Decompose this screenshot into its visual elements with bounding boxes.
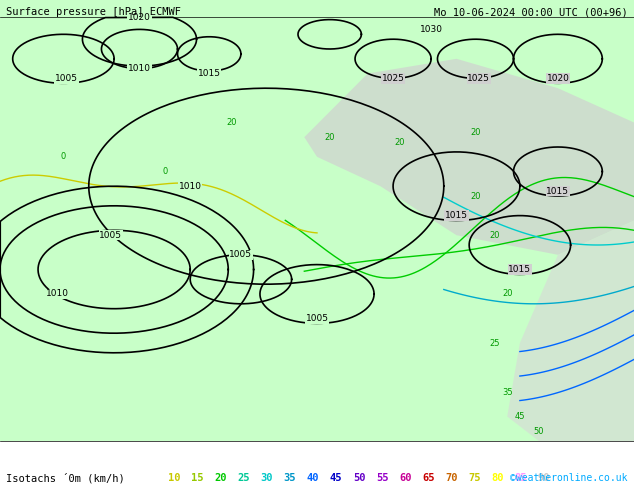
Text: 0: 0 [162, 167, 167, 176]
Text: Surface pressure [hPa] ECMWF: Surface pressure [hPa] ECMWF [6, 7, 181, 17]
Text: 1025: 1025 [467, 74, 490, 83]
Text: 1015: 1015 [445, 211, 468, 220]
Text: 80: 80 [492, 473, 504, 483]
Text: 50: 50 [353, 473, 365, 483]
Text: 1030: 1030 [420, 25, 443, 34]
Text: 90: 90 [538, 473, 550, 483]
Text: 1005: 1005 [55, 74, 78, 83]
Text: 1005: 1005 [100, 231, 122, 240]
Text: 15: 15 [191, 473, 204, 483]
Text: 40: 40 [307, 473, 320, 483]
Text: 70: 70 [446, 473, 458, 483]
Text: 25: 25 [489, 339, 500, 347]
Text: 35: 35 [502, 388, 512, 396]
Text: 20: 20 [226, 118, 236, 127]
Text: 30: 30 [261, 473, 273, 483]
Text: 60: 60 [399, 473, 411, 483]
Text: ©weatheronline.co.uk: ©weatheronline.co.uk [510, 473, 628, 483]
Text: 1005: 1005 [306, 314, 328, 323]
Text: Mo 10-06-2024 00:00 UTC (00+96): Mo 10-06-2024 00:00 UTC (00+96) [434, 7, 628, 17]
Text: 1010: 1010 [128, 64, 151, 73]
Text: 20: 20 [489, 231, 500, 240]
Text: 20: 20 [394, 138, 404, 147]
Text: 1015: 1015 [198, 69, 221, 78]
Text: 1010: 1010 [179, 182, 202, 191]
Text: 45: 45 [330, 473, 342, 483]
Text: 20: 20 [470, 128, 481, 137]
FancyBboxPatch shape [0, 441, 634, 490]
Text: 20: 20 [214, 473, 227, 483]
Text: 1020: 1020 [128, 13, 151, 22]
Text: 10: 10 [168, 473, 181, 483]
Text: Isotachs ´0m (km/h): Isotachs ´0m (km/h) [6, 472, 125, 483]
Text: 65: 65 [422, 473, 435, 483]
Text: 1025: 1025 [382, 74, 404, 83]
Text: 25: 25 [237, 473, 250, 483]
Text: 1020: 1020 [547, 74, 569, 83]
Text: 55: 55 [376, 473, 389, 483]
Text: 85: 85 [515, 473, 527, 483]
Text: 1015: 1015 [547, 187, 569, 196]
Text: 1010: 1010 [46, 290, 68, 298]
Text: 20: 20 [502, 290, 512, 298]
Polygon shape [304, 59, 634, 255]
Text: 20: 20 [325, 133, 335, 142]
Text: 35: 35 [283, 473, 296, 483]
Text: 1005: 1005 [230, 250, 252, 259]
Text: 0: 0 [61, 152, 66, 161]
Text: 75: 75 [469, 473, 481, 483]
Text: 50: 50 [534, 427, 544, 436]
Text: 20: 20 [470, 192, 481, 200]
Text: 45: 45 [515, 412, 525, 421]
Polygon shape [507, 220, 634, 441]
Text: 1015: 1015 [508, 265, 531, 274]
